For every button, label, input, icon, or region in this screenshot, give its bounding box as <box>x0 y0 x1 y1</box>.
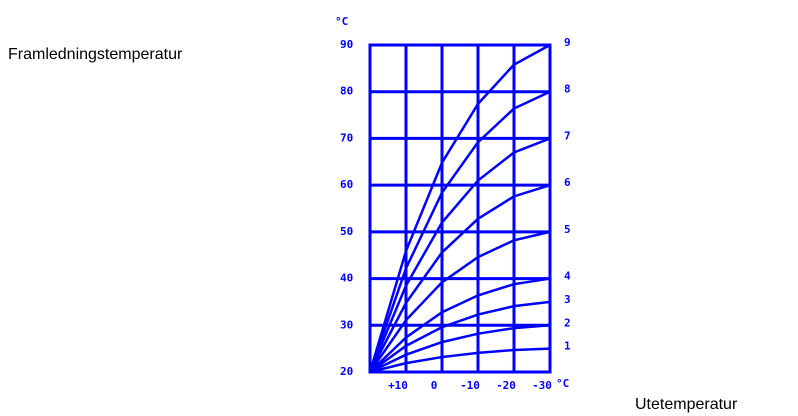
x-tick-label: -30 <box>532 379 552 392</box>
curve-label: 8 <box>564 83 571 96</box>
plot-frame <box>368 43 552 374</box>
curve <box>368 43 551 373</box>
curve <box>369 347 551 374</box>
curve-label: 4 <box>564 270 571 283</box>
y-axis-label: Framledningstemperatur <box>8 46 183 63</box>
curve <box>368 183 551 373</box>
curve-label: 7 <box>564 129 571 142</box>
y-tick-label: 60 <box>340 178 353 191</box>
curve <box>369 300 551 374</box>
x-axis-label: Utetemperatur <box>635 396 738 413</box>
y-tick-label: 20 <box>340 365 353 378</box>
x-tick-label: -20 <box>496 379 516 392</box>
curve <box>368 90 551 373</box>
x-tick-label: 0 <box>431 379 438 392</box>
x-tick-label: -10 <box>460 379 480 392</box>
x-unit: °C <box>556 377 569 390</box>
curve-label: 1 <box>564 340 571 353</box>
curve <box>369 277 551 373</box>
y-tick-label: 50 <box>340 225 353 238</box>
y-tick-label: 30 <box>340 318 353 331</box>
y-tick-label: 80 <box>340 85 353 98</box>
curve-label: 3 <box>564 293 571 306</box>
y-tick-label: 70 <box>340 131 353 144</box>
y-tick-label: 40 <box>340 272 353 285</box>
curve <box>368 137 551 373</box>
curve-label: 2 <box>564 316 571 329</box>
curve-label: 5 <box>564 223 571 236</box>
curve-label: 6 <box>564 176 571 189</box>
x-tick-label: +10 <box>388 379 408 392</box>
y-tick-label: 90 <box>340 38 353 51</box>
curve-label: 9 <box>564 36 571 49</box>
curve <box>368 230 551 373</box>
y-unit: °C <box>335 15 348 28</box>
curve <box>369 324 551 374</box>
